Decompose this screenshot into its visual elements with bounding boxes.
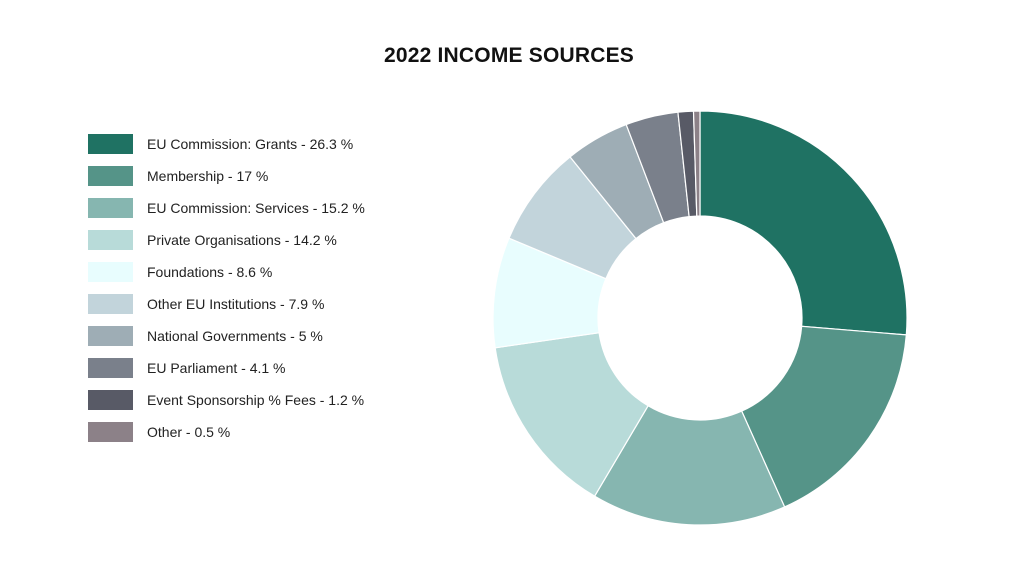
donut-slice [699, 110, 908, 336]
legend-item: Other - 0.5 % [88, 422, 365, 442]
legend-label: EU Parliament - 4.1 % [147, 360, 286, 376]
legend-item: Foundations - 8.6 % [88, 262, 365, 282]
legend-swatch [88, 422, 133, 442]
legend-item: EU Commission: Grants - 26.3 % [88, 134, 365, 154]
legend-item: Membership - 17 % [88, 166, 365, 186]
legend-swatch [88, 294, 133, 314]
chart-title: 2022 INCOME SOURCES [383, 44, 635, 67]
legend-item: EU Parliament - 4.1 % [88, 358, 365, 378]
legend-swatch [88, 358, 133, 378]
legend-swatch [88, 166, 133, 186]
legend-swatch [88, 230, 133, 250]
chart-legend: EU Commission: Grants - 26.3 % Membership… [88, 134, 365, 454]
donut-slice [593, 404, 786, 526]
legend-swatch [88, 198, 133, 218]
legend-label: Foundations - 8.6 % [147, 264, 273, 280]
donut-slice [692, 110, 701, 217]
legend-item: National Governments - 5 % [88, 326, 365, 346]
legend-item: Other EU Institutions - 7.9 % [88, 294, 365, 314]
legend-item: EU Commission: Services - 15.2 % [88, 198, 365, 218]
legend-label: EU Commission: Grants - 26.3 % [147, 136, 354, 152]
legend-swatch [88, 390, 133, 410]
legend-label: Private Organisations - 14.2 % [147, 232, 337, 248]
donut-slice [740, 325, 907, 508]
legend-swatch [88, 326, 133, 346]
legend-swatch [88, 262, 133, 282]
legend-label: Other - 0.5 % [147, 424, 231, 440]
legend-label: Other EU Institutions - 7.9 % [147, 296, 325, 312]
donut-slice [494, 332, 649, 497]
legend-item: Event Sponsorship % Fees - 1.2 % [88, 390, 365, 410]
legend-label: National Governments - 5 % [147, 328, 323, 344]
legend-item: Private Organisations - 14.2 % [88, 230, 365, 250]
legend-label: EU Commission: Services - 15.2 % [147, 200, 365, 216]
legend-label: Membership - 17 % [147, 168, 269, 184]
legend-label: Event Sponsorship % Fees - 1.2 % [147, 392, 365, 408]
legend-swatch [88, 134, 133, 154]
